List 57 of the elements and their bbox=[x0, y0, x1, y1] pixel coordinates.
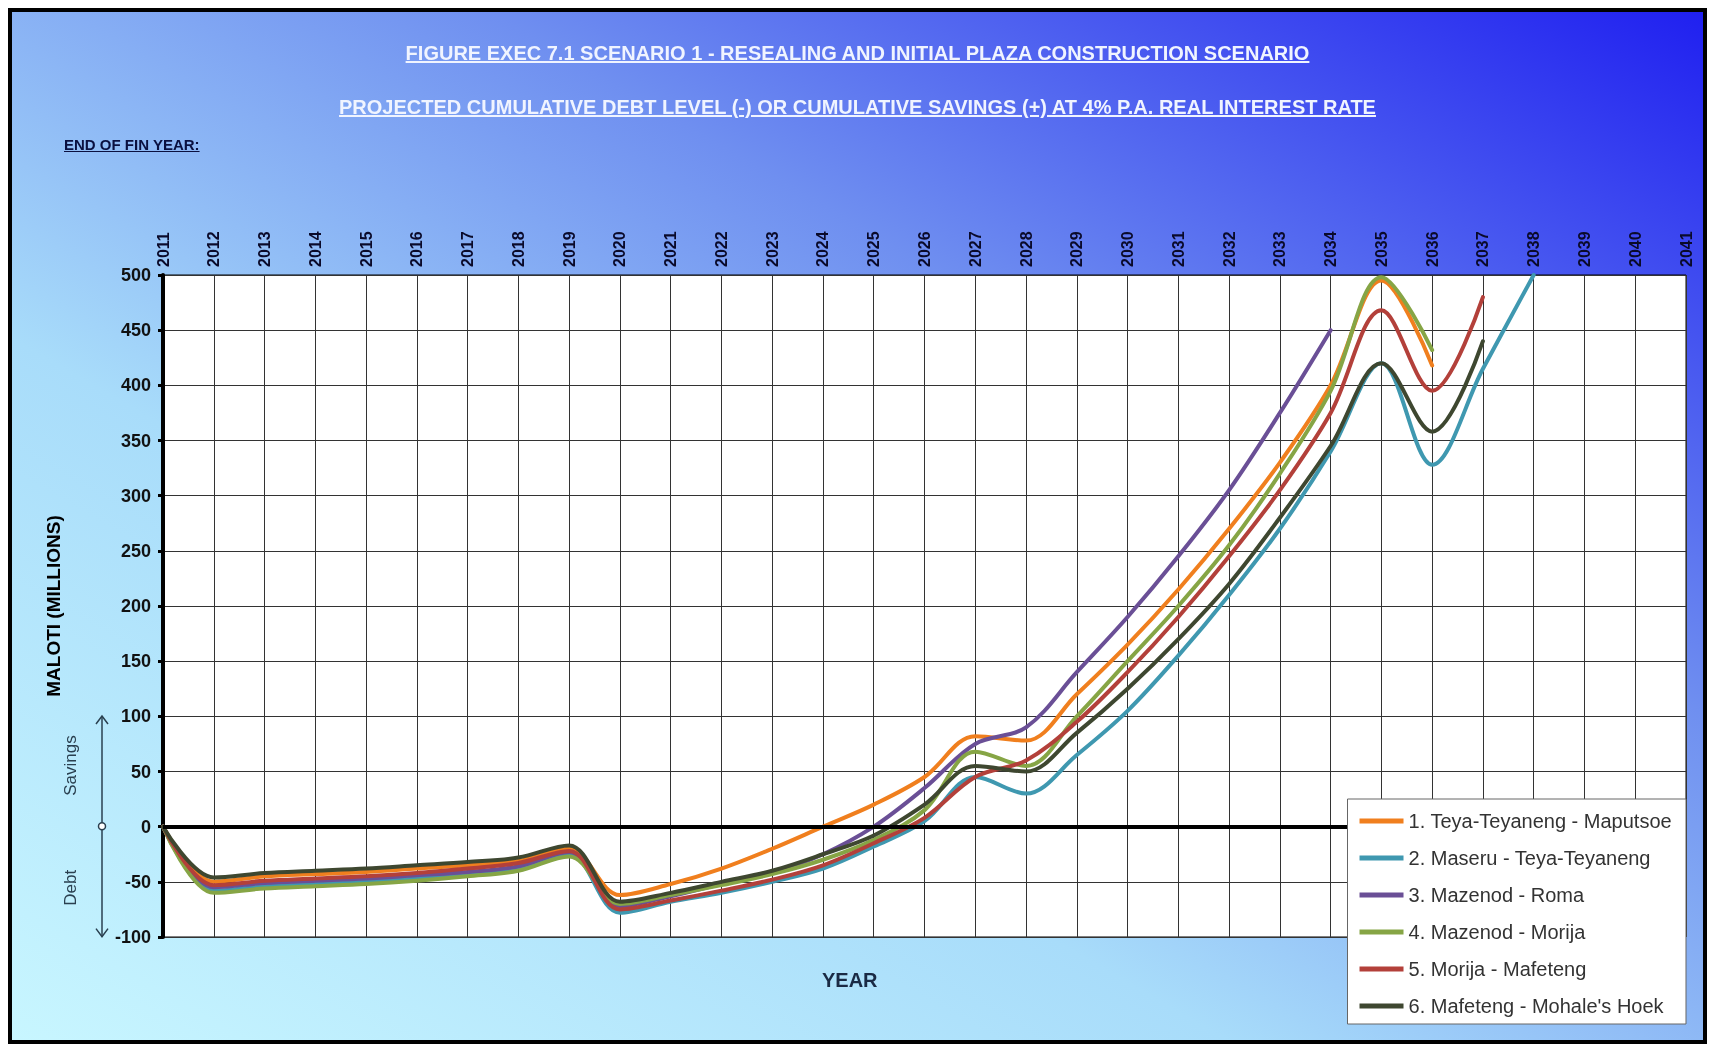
y-axis-title: MALOTI (MILLIONS) bbox=[43, 515, 64, 697]
x-tick-label: 2030 bbox=[1119, 231, 1137, 267]
y-tick-label: 400 bbox=[120, 375, 151, 396]
x-tick-label: 2033 bbox=[1271, 231, 1289, 267]
x-tick-label: 2032 bbox=[1220, 231, 1238, 267]
x-tick-label: 2041 bbox=[1677, 231, 1695, 267]
x-tick-label: 2038 bbox=[1525, 231, 1543, 267]
chart-subtitle: PROJECTED CUMULATIVE DEBT LEVEL (-) OR CUMULATIVE SAVINGS (+) AT 4% P.A. REAL INTEREST RATE bbox=[338, 96, 1377, 119]
x-tick-label: 2027 bbox=[966, 231, 984, 267]
x-tick-label: 2020 bbox=[611, 231, 629, 267]
x-tick-label: 2015 bbox=[357, 231, 375, 267]
y-tick-label: 100 bbox=[120, 706, 151, 727]
legend-label: 2. Maseru - Teya-Teyaneng bbox=[1408, 847, 1651, 869]
y-tick-label: 200 bbox=[120, 596, 151, 616]
text: Debt bbox=[60, 869, 80, 906]
x-tick-label: 2017 bbox=[459, 231, 477, 267]
legend-label: 4. Mazenod - Morija bbox=[1408, 921, 1587, 943]
x-tick-label: 2022 bbox=[712, 231, 730, 267]
x-tick-label: 2018 bbox=[509, 231, 527, 267]
x-tick-label: 2035 bbox=[1372, 231, 1390, 267]
y-tick-label: -100 bbox=[114, 927, 151, 947]
y-tick-label: 350 bbox=[120, 430, 151, 451]
x-tick-label: 2016 bbox=[408, 231, 426, 267]
text: Savings bbox=[60, 735, 80, 796]
x-tick-label: 2012 bbox=[205, 231, 223, 267]
x-tick-label: 2036 bbox=[1423, 231, 1441, 267]
legend-label: 5. Morija - Mafeteng bbox=[1408, 958, 1587, 980]
chart-title: FIGURE EXEC 7.1 SCENARIO 1 - RESEALING AND INITIAL PLAZA CONSTRUCTION SCENARIO bbox=[404, 42, 1311, 65]
y-tick-label: -50 bbox=[124, 871, 151, 892]
x-tick-label: 2014 bbox=[306, 231, 324, 267]
legend-label: 3. Mazenod - Roma bbox=[1408, 884, 1586, 906]
text: END OF FIN YEAR: bbox=[64, 136, 200, 153]
y-tick-label: 50 bbox=[130, 761, 151, 782]
x-tick-label: 2029 bbox=[1068, 231, 1086, 267]
x-tick-label: 2026 bbox=[916, 231, 933, 267]
x-tick-label: 2023 bbox=[763, 231, 781, 267]
x-tick-label: 2011 bbox=[154, 232, 172, 267]
y-tick-label: 0 bbox=[140, 816, 151, 837]
x-tick-label: 2019 bbox=[560, 231, 578, 267]
y-tick-label: 250 bbox=[120, 540, 151, 561]
x-tick-label: 2039 bbox=[1575, 231, 1593, 267]
legend-label: 1. Teya-Teyaneng - Maputsoe bbox=[1408, 810, 1672, 832]
y-tick-label: 150 bbox=[120, 651, 151, 672]
y-tick-label: 300 bbox=[120, 485, 151, 506]
x-tick-label: 2024 bbox=[814, 231, 832, 267]
x-tick-label: 2031 bbox=[1169, 231, 1187, 267]
legend-label: 6. Mafeteng - Mohale's Hoek bbox=[1408, 995, 1665, 1017]
x-tick-label: 2037 bbox=[1474, 231, 1492, 267]
x-tick-label: 2034 bbox=[1322, 231, 1340, 267]
x-tick-label: 2021 bbox=[662, 231, 680, 267]
x-tick-label: 2025 bbox=[865, 231, 883, 267]
x-tick-label: 2028 bbox=[1017, 231, 1035, 267]
y-tick-label: 500 bbox=[120, 265, 151, 285]
x-tick-label: 2013 bbox=[256, 231, 274, 267]
x-axis-title: YEAR bbox=[822, 969, 879, 991]
y-tick-label: 450 bbox=[120, 320, 151, 341]
x-tick-label: 2040 bbox=[1626, 231, 1644, 267]
